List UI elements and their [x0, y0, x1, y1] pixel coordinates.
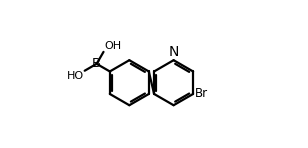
Text: Br: Br	[195, 87, 209, 100]
Text: B: B	[92, 57, 101, 70]
Text: N: N	[168, 45, 179, 59]
Text: HO: HO	[67, 71, 84, 81]
Text: OH: OH	[104, 41, 121, 52]
